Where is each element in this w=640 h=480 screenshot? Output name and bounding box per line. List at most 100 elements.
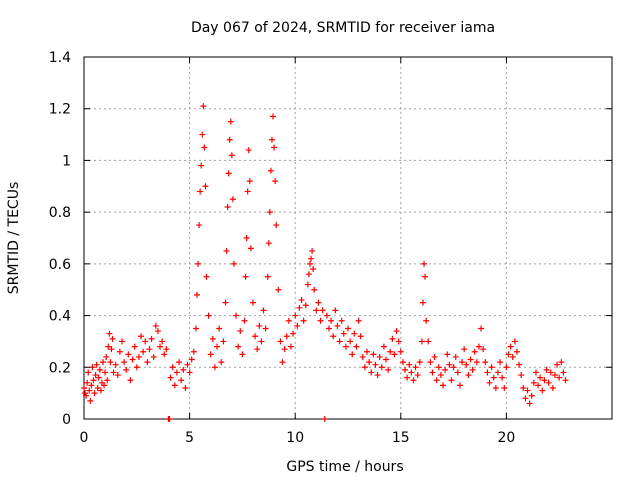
- data-point: [125, 351, 132, 358]
- data-point: [140, 348, 147, 355]
- data-point: [393, 328, 400, 335]
- data-point: [171, 382, 178, 389]
- data-point: [225, 170, 232, 177]
- data-point: [435, 364, 442, 371]
- data-point: [101, 382, 108, 389]
- data-point: [507, 343, 514, 350]
- data-point: [345, 325, 351, 332]
- data-point: [319, 307, 326, 314]
- data-point: [193, 291, 200, 298]
- data-point: [186, 369, 193, 376]
- data-point: [260, 307, 267, 314]
- data-point: [277, 338, 284, 345]
- y-tick-label: 0: [62, 412, 71, 428]
- data-point: [395, 338, 402, 345]
- data-point: [425, 338, 432, 345]
- y-tick-label: 1: [62, 153, 71, 169]
- data-point: [549, 384, 556, 391]
- data-point: [279, 359, 286, 366]
- data-point: [423, 317, 430, 324]
- data-point: [478, 325, 485, 332]
- data-point: [488, 364, 495, 371]
- data-point: [528, 392, 535, 399]
- data-point: [230, 260, 237, 267]
- data-point: [304, 281, 311, 288]
- data-point: [543, 366, 550, 373]
- data-point: [421, 260, 428, 267]
- data-point: [475, 343, 482, 350]
- data-point: [258, 338, 265, 345]
- data-point: [524, 387, 531, 394]
- data-point: [505, 351, 512, 358]
- data-point: [87, 397, 94, 404]
- data-point: [264, 273, 271, 280]
- data-point: [562, 377, 569, 384]
- data-point: [195, 260, 202, 267]
- data-point: [408, 369, 415, 376]
- data-point: [161, 351, 168, 358]
- data-point: [554, 361, 561, 368]
- data-point: [402, 366, 409, 373]
- data-point: [492, 384, 499, 391]
- data-point: [378, 364, 385, 371]
- data-point: [311, 286, 318, 293]
- x-axis-label: GPS time / hours: [286, 459, 403, 475]
- x-tick-label: 5: [185, 430, 194, 446]
- data-point: [556, 374, 563, 381]
- data-point: [214, 343, 221, 350]
- data-point: [281, 346, 288, 353]
- data-point: [370, 351, 377, 358]
- data-point: [494, 369, 501, 376]
- data-point: [486, 379, 493, 386]
- data-point: [142, 338, 149, 345]
- data-point: [135, 353, 142, 360]
- data-point: [86, 387, 93, 394]
- data-point: [85, 369, 92, 376]
- data-point: [437, 372, 444, 379]
- data-point: [227, 118, 234, 125]
- data-point: [159, 338, 166, 345]
- data-point: [205, 312, 212, 319]
- data-point: [389, 335, 396, 342]
- data-point: [267, 167, 274, 174]
- data-point: [273, 222, 280, 229]
- data-point: [440, 382, 447, 389]
- data-point: [91, 390, 98, 397]
- data-point: [419, 299, 426, 306]
- data-point: [418, 338, 425, 345]
- data-point: [169, 364, 176, 371]
- data-point: [211, 364, 218, 371]
- data-point: [482, 359, 489, 366]
- data-point: [93, 361, 100, 368]
- data-point: [148, 335, 155, 342]
- data-point: [90, 377, 97, 384]
- data-point: [241, 317, 248, 324]
- data-point: [361, 364, 368, 371]
- data-point: [239, 351, 246, 358]
- data-point: [173, 369, 180, 376]
- data-point: [305, 271, 312, 278]
- data-point: [252, 333, 259, 340]
- y-tick-label: 0.4: [49, 309, 71, 325]
- data-point: [306, 260, 313, 267]
- data-point: [235, 343, 242, 350]
- data-point: [328, 317, 335, 324]
- data-point: [112, 361, 119, 368]
- data-point: [180, 366, 187, 373]
- data-point: [268, 136, 275, 143]
- data-point: [223, 247, 230, 254]
- data-point: [532, 369, 539, 376]
- data-point: [526, 400, 533, 407]
- data-point: [513, 348, 520, 355]
- data-point: [97, 387, 104, 394]
- data-point: [83, 392, 90, 399]
- data-point: [454, 369, 461, 376]
- data-point: [254, 346, 261, 353]
- data-point: [469, 366, 476, 373]
- data-point: [245, 147, 252, 154]
- data-point: [484, 369, 491, 376]
- data-point: [294, 322, 301, 329]
- data-point: [242, 273, 249, 280]
- data-point: [190, 348, 197, 355]
